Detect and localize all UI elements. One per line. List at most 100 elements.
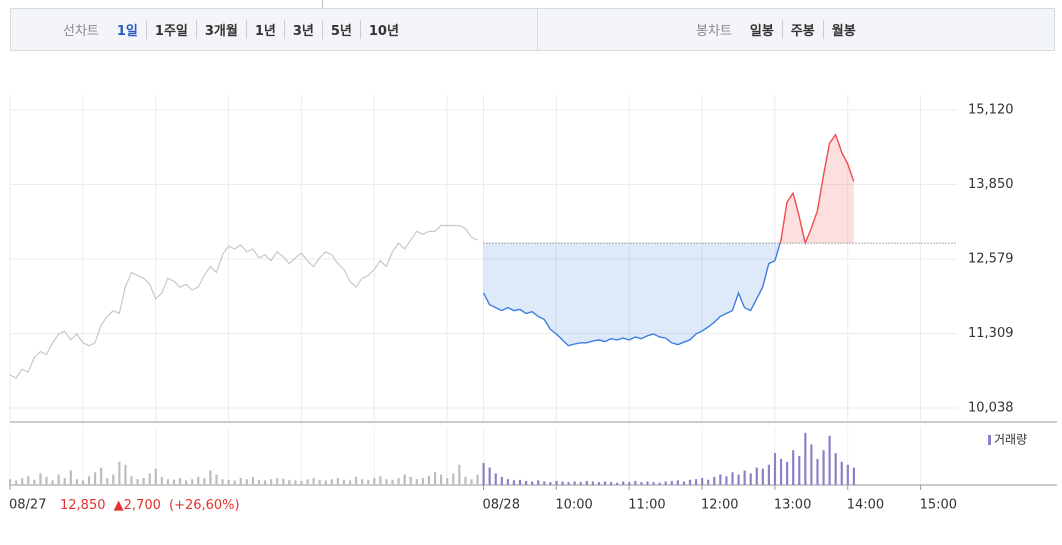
volume-bar xyxy=(810,444,813,485)
tab[interactable]: 10년 xyxy=(359,20,407,39)
x-tick-label: 10:00 xyxy=(555,498,592,513)
volume-bar xyxy=(106,478,109,485)
volume-bar xyxy=(270,479,273,485)
tab-bar: 선차트 1일 1주일 3개월 1년 3년 5년 10년 봉차트 일봉 주봉 월봉 xyxy=(10,8,1055,51)
tab[interactable]: 3년 xyxy=(283,20,322,39)
volume-bar xyxy=(324,480,327,485)
volume-bar xyxy=(792,450,795,485)
volume-bar xyxy=(33,479,36,485)
volume-bar xyxy=(816,458,819,485)
volume-bar xyxy=(591,481,594,485)
volume-bar xyxy=(494,473,497,485)
tab-divider xyxy=(537,9,538,50)
area xyxy=(483,134,854,346)
volume-bar xyxy=(385,479,388,485)
line-chart-tabs: 선차트 1일 1주일 3개월 1년 3년 5년 10년 xyxy=(55,9,407,50)
volume-bar xyxy=(148,473,151,485)
volume-bar xyxy=(348,480,352,485)
volume-bar xyxy=(27,476,30,485)
tab[interactable]: 5년 xyxy=(321,20,360,39)
tab-group-label: 봉차트 xyxy=(696,24,732,39)
volume-bar xyxy=(622,481,625,485)
tab[interactable]: 1년 xyxy=(245,20,284,39)
volume-bar xyxy=(597,482,601,485)
volume-bar xyxy=(549,482,552,485)
volume-bar xyxy=(531,481,534,485)
tab[interactable]: 주봉 xyxy=(781,20,823,39)
volume-bar xyxy=(245,479,248,485)
volume-bar xyxy=(215,474,218,485)
volume-bar xyxy=(543,481,546,485)
volume-bar xyxy=(707,479,710,485)
volume-bar xyxy=(694,479,698,485)
volume-bar xyxy=(197,476,200,485)
price-change: ▲2,700 xyxy=(114,498,161,513)
volume-bar xyxy=(233,480,236,485)
volume-bar xyxy=(294,480,297,485)
y-tick-label: 13,850 xyxy=(968,177,1014,192)
volume-bar xyxy=(609,482,613,485)
volume-bar xyxy=(178,478,182,485)
volume-bar xyxy=(75,479,78,485)
tab[interactable]: 월봉 xyxy=(822,20,864,39)
tab-group-label: 선차트 xyxy=(63,24,99,39)
tab[interactable]: 1일 xyxy=(116,24,138,39)
volume-bar xyxy=(834,453,837,485)
volume-bar xyxy=(57,474,60,485)
volume-bar xyxy=(397,478,400,485)
volume-bar xyxy=(288,479,291,485)
volume-bar xyxy=(391,479,394,485)
tab[interactable]: 3개월 xyxy=(195,20,246,39)
volume-bar xyxy=(634,480,637,485)
volume-bar xyxy=(688,479,692,485)
x-tick-label: 13:00 xyxy=(774,498,811,513)
volume-bar xyxy=(603,481,607,485)
y-tick-label: 11,309 xyxy=(968,326,1014,341)
volume-bar xyxy=(172,479,176,485)
x-tick-label: 14:00 xyxy=(847,498,884,513)
close-price: 12,850 xyxy=(60,498,106,513)
percent-change: (+26,60%) xyxy=(169,498,240,513)
volume-bar xyxy=(440,474,443,485)
volume-bar xyxy=(124,464,127,485)
tab[interactable]: 1주일 xyxy=(145,20,196,39)
volume-bar xyxy=(227,479,230,485)
volume-bar xyxy=(415,479,418,485)
volume-bar xyxy=(822,450,825,485)
x-tick-label: 08/27 xyxy=(9,498,46,513)
tab[interactable]: 일봉 xyxy=(749,24,774,39)
volume-bar xyxy=(130,476,133,485)
volume-bar xyxy=(191,479,194,485)
x-tick-label: 12:00 xyxy=(701,498,738,513)
legend-label: 거래량 xyxy=(994,433,1027,447)
volume-bar xyxy=(518,479,522,485)
volume-bar xyxy=(713,476,716,485)
volume-bar xyxy=(379,476,382,485)
volume-bar xyxy=(512,480,516,485)
volume-bar xyxy=(676,480,679,485)
volume-bar xyxy=(652,482,655,485)
candle-chart-tabs: 봉차트 일봉 주봉 월봉 xyxy=(688,9,864,50)
volume-bar xyxy=(185,480,188,485)
volume-bar xyxy=(664,481,667,485)
volume-bar xyxy=(318,479,321,485)
volume-bar xyxy=(846,464,849,485)
volume-bar xyxy=(282,478,285,485)
volume-bar xyxy=(555,480,558,485)
volume-bar xyxy=(257,479,261,485)
volume-bar xyxy=(15,480,18,485)
volume-bar xyxy=(767,464,771,485)
volume-bar xyxy=(39,473,42,485)
volume-bar xyxy=(251,476,255,485)
price-line xyxy=(9,224,478,379)
volume-bar xyxy=(373,478,376,485)
volume-bar xyxy=(263,480,267,485)
volume-bar xyxy=(336,478,340,485)
x-tick-label: 15:00 xyxy=(920,498,957,513)
volume-bar xyxy=(221,479,224,485)
volume-bar xyxy=(640,482,643,485)
volume-bar xyxy=(458,464,461,485)
volume-bar xyxy=(737,474,740,485)
volume-bar xyxy=(755,467,758,485)
